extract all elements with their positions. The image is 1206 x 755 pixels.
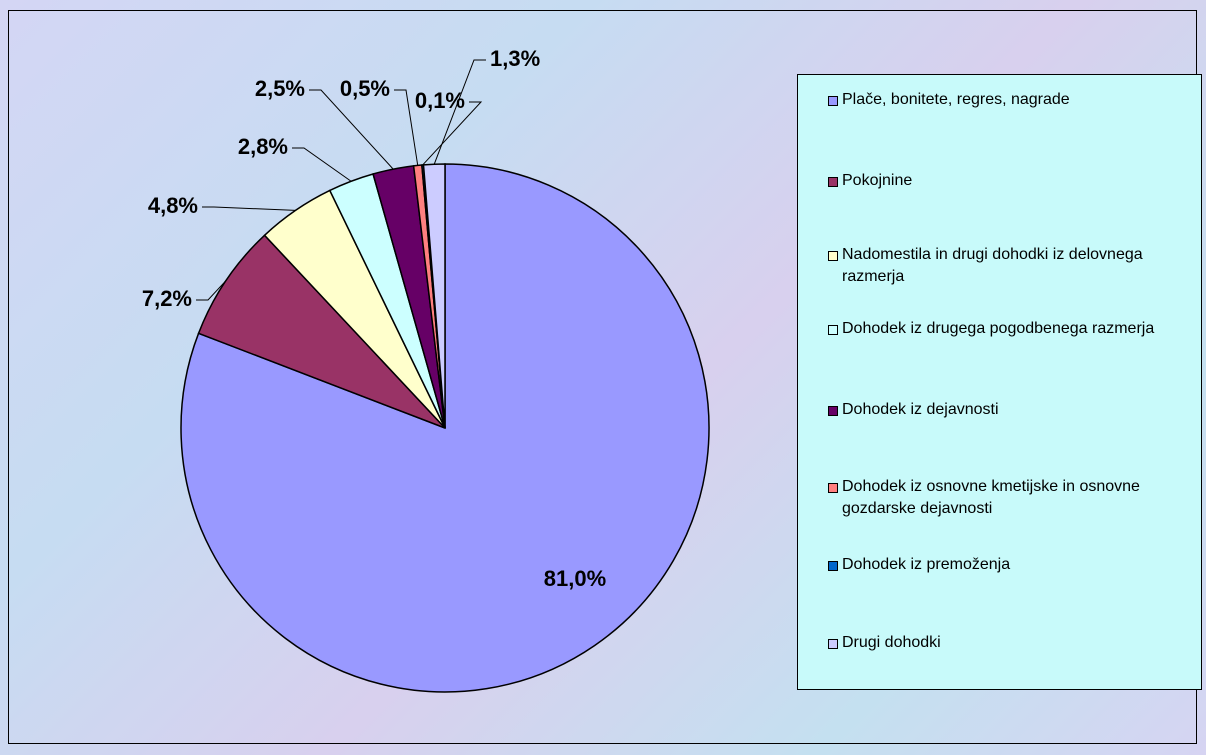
legend-swatch — [828, 483, 838, 493]
legend-swatch — [828, 177, 838, 187]
legend-label: Dohodek iz dejavnosti — [842, 401, 999, 418]
legend: Plače, bonitete, regres, nagrade Pokojnin… — [797, 74, 1202, 690]
leader-line — [433, 59, 486, 165]
legend-swatch — [828, 325, 838, 335]
legend-swatch — [828, 406, 838, 416]
data-label: 7,2% — [142, 286, 192, 311]
pie-slice — [422, 163, 446, 429]
legend-label: Dohodek iz premoženja — [842, 556, 1011, 573]
legend-item: Nadomestila in drugi dohodki iz delovneg… — [828, 244, 1182, 288]
data-label: 2,5% — [255, 76, 305, 101]
pie-slice — [197, 234, 446, 429]
legend-item: Dohodek iz drugega pogodbenega razmerja — [828, 318, 1182, 340]
legend-swatch — [828, 96, 838, 106]
legend-label: Plače, bonitete, regres, nagrade — [842, 91, 1070, 108]
legend-swatch — [828, 251, 838, 261]
legend-label: Drugi dohodki — [842, 634, 941, 651]
leader-line — [196, 280, 227, 301]
legend-item: Drugi dohodki — [828, 632, 1182, 654]
legend-label: Pokojnine — [842, 172, 913, 189]
data-label: 0,5% — [340, 76, 390, 101]
legend-item: Pokojnine — [828, 170, 1182, 192]
leader-line — [292, 147, 352, 182]
data-label: 0,1% — [415, 88, 465, 113]
data-label: 4,8% — [148, 193, 198, 218]
legend-label: Nadomestila in drugi dohodki iz delovneg… — [842, 246, 1143, 285]
data-label: 2,8% — [238, 134, 288, 159]
legend-item: Dohodek iz premoženja — [828, 554, 1182, 576]
leader-line — [202, 206, 296, 211]
legend-item: Plače, bonitete, regres, nagrade — [828, 89, 1182, 111]
data-label: 1,3% — [490, 46, 540, 71]
legend-swatch — [828, 561, 838, 571]
legend-item: Dohodek iz dejavnosti — [828, 399, 1182, 421]
legend-item: Dohodek iz osnovne kmetijske in osnovne … — [828, 476, 1182, 520]
legend-label: Dohodek iz osnovne kmetijske in osnovne … — [842, 478, 1140, 517]
legend-swatch — [828, 639, 838, 649]
legend-label: Dohodek iz drugega pogodbenega razmerja — [842, 320, 1155, 337]
leader-line — [394, 89, 419, 166]
leader-line — [309, 89, 394, 170]
data-label: 81,0% — [544, 566, 606, 591]
